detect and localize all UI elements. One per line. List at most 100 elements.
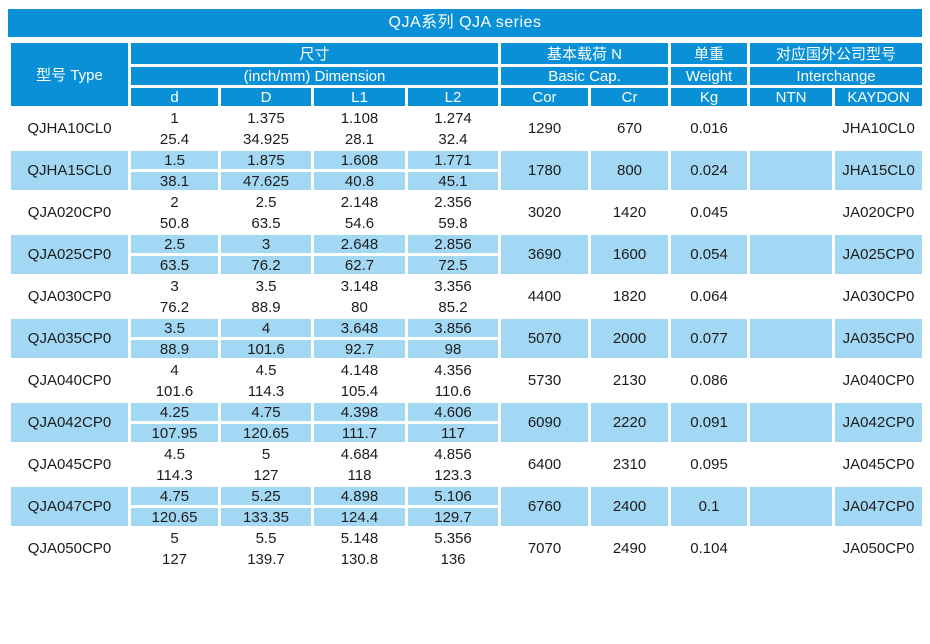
cell-D-mm: 120.65 [218, 421, 314, 445]
col-header-type: 型号 Type [8, 40, 131, 109]
cell-D-mm: 114.3 [218, 379, 314, 403]
cell-L2-mm: 123.3 [404, 463, 502, 487]
cell-D-inch: 1.375 [218, 106, 314, 130]
table-row: QJA050CP0 5 5.5 5.148 5.356 7070 2490 0.… [8, 526, 926, 571]
cell-cr: 2310 [588, 442, 672, 487]
group-header-basic-cap-en: Basic Cap. [498, 64, 672, 88]
cell-L1-mm: 124.4 [311, 505, 408, 529]
cell-L1-inch: 5.148 [311, 526, 408, 550]
cell-cr: 2130 [588, 358, 672, 403]
cell-L2-inch: 1.274 [404, 106, 502, 130]
cell-D-inch: 3.5 [218, 274, 314, 298]
cell-kg: 0.091 [668, 400, 751, 445]
cell-kaydon: JA035CP0 [832, 316, 926, 361]
cell-kg: 0.054 [668, 232, 751, 277]
cell-D-mm: 34.925 [218, 127, 314, 151]
cell-d-mm: 127 [128, 547, 221, 571]
cell-ntn [747, 358, 836, 403]
cell-L2-inch: 2.356 [404, 190, 502, 214]
cell-L1-mm: 28.1 [311, 127, 408, 151]
cell-D-mm: 127 [218, 463, 314, 487]
table-row-mm: 38.1 47.625 40.8 45.1 [10, 169, 924, 193]
cell-kaydon: JA042CP0 [832, 400, 926, 445]
table-body: QJHA10CL0 1 1.375 1.108 1.274 1290 670 0… [8, 106, 926, 571]
cell-D-mm: 139.7 [218, 547, 314, 571]
cell-kg: 0.086 [668, 358, 751, 403]
cell-type: QJHA15CL0 [8, 148, 131, 193]
cell-cor: 6760 [498, 484, 592, 529]
table-row-mm: 107.95 120.65 111.7 117 [10, 421, 924, 445]
cell-kaydon: JHA15CL0 [832, 148, 926, 193]
table-row: QJA030CP0 3 3.5 3.148 3.356 4400 1820 0.… [8, 274, 926, 319]
table-row-mm: 127 139.7 130.8 136 [10, 547, 924, 571]
table-header: 型号 Type 尺寸 基本载荷 N 单重 对应国外公司型号 (inch/mm) … [8, 40, 926, 109]
table-row: QJA045CP0 4.5 5 4.684 4.856 6400 2310 0.… [8, 442, 926, 487]
col-header-L1: L1 [311, 85, 408, 109]
cell-kaydon: JA050CP0 [832, 526, 926, 571]
table-row: QJHA10CL0 1 1.375 1.108 1.274 1290 670 0… [8, 106, 926, 151]
cell-L1-mm: 62.7 [311, 253, 408, 277]
cell-L1-mm: 105.4 [311, 379, 408, 403]
cell-kg: 0.077 [668, 316, 751, 361]
cell-d-mm: 114.3 [128, 463, 221, 487]
cell-d-inch: 5 [128, 526, 221, 550]
table-row: QJA035CP0 3.5 4 3.648 3.856 5070 2000 0.… [8, 316, 926, 361]
cell-L1-mm: 92.7 [311, 337, 408, 361]
cell-cor: 4400 [498, 274, 592, 319]
cell-L2-inch: 2.856 [404, 232, 502, 256]
cell-cr: 2000 [588, 316, 672, 361]
cell-D-inch: 3 [218, 232, 314, 256]
cell-D-mm: 63.5 [218, 211, 314, 235]
cell-L1-mm: 111.7 [311, 421, 408, 445]
table-row-mm: 25.4 34.925 28.1 32.4 [10, 127, 924, 151]
cell-d-inch: 4.75 [128, 484, 221, 508]
group-header-dimension-en: (inch/mm) Dimension [127, 64, 502, 88]
group-header-interchange-en: Interchange [747, 64, 926, 88]
cell-L2-inch: 4.856 [404, 442, 502, 466]
cell-type: QJA030CP0 [8, 274, 131, 319]
cell-type: QJA040CP0 [8, 358, 131, 403]
table-row: QJHA15CL0 1.5 1.875 1.608 1.771 1780 800… [8, 148, 926, 193]
cell-d-inch: 2 [128, 190, 221, 214]
col-header-D: D [218, 85, 314, 109]
cell-kaydon: JA045CP0 [832, 442, 926, 487]
cell-kg: 0.1 [668, 484, 751, 529]
cell-kaydon: JA030CP0 [832, 274, 926, 319]
table-row-mm: 120.65 133.35 124.4 129.7 [10, 505, 924, 529]
cell-d-inch: 4.5 [128, 442, 221, 466]
cell-type: QJA042CP0 [8, 400, 131, 445]
cell-L2-mm: 136 [404, 547, 502, 571]
cell-D-inch: 5.5 [218, 526, 314, 550]
cell-D-inch: 5.25 [218, 484, 314, 508]
cell-L2-inch: 4.356 [404, 358, 502, 382]
cell-L1-inch: 4.898 [311, 484, 408, 508]
cell-L1-inch: 2.648 [311, 232, 408, 256]
group-header-dimension-zh: 尺寸 [127, 40, 502, 67]
group-header-weight-en: Weight [668, 64, 751, 88]
cell-cr: 1600 [588, 232, 672, 277]
cell-type: QJA047CP0 [8, 484, 131, 529]
cell-D-inch: 1.875 [218, 148, 314, 172]
cell-L2-mm: 72.5 [404, 253, 502, 277]
table-row-mm: 101.6 114.3 105.4 110.6 [10, 379, 924, 403]
cell-cor: 1780 [498, 148, 592, 193]
cell-cor: 5070 [498, 316, 592, 361]
cell-d-inch: 3 [128, 274, 221, 298]
cell-d-mm: 107.95 [128, 421, 221, 445]
cell-type: QJA045CP0 [8, 442, 131, 487]
cell-L2-mm: 98 [404, 337, 502, 361]
cell-cor: 7070 [498, 526, 592, 571]
group-header-interchange-zh: 对应国外公司型号 [747, 40, 926, 67]
col-header-kaydon: KAYDON [832, 85, 926, 109]
cell-L1-mm: 40.8 [311, 169, 408, 193]
cell-L1-mm: 130.8 [311, 547, 408, 571]
cell-d-mm: 38.1 [128, 169, 221, 193]
cell-kg: 0.095 [668, 442, 751, 487]
table-row-mm: 88.9 101.6 92.7 98 [10, 337, 924, 361]
cell-kg: 0.024 [668, 148, 751, 193]
cell-cr: 2400 [588, 484, 672, 529]
cell-ntn [747, 442, 836, 487]
cell-L1-inch: 2.148 [311, 190, 408, 214]
cell-L1-inch: 4.398 [311, 400, 408, 424]
